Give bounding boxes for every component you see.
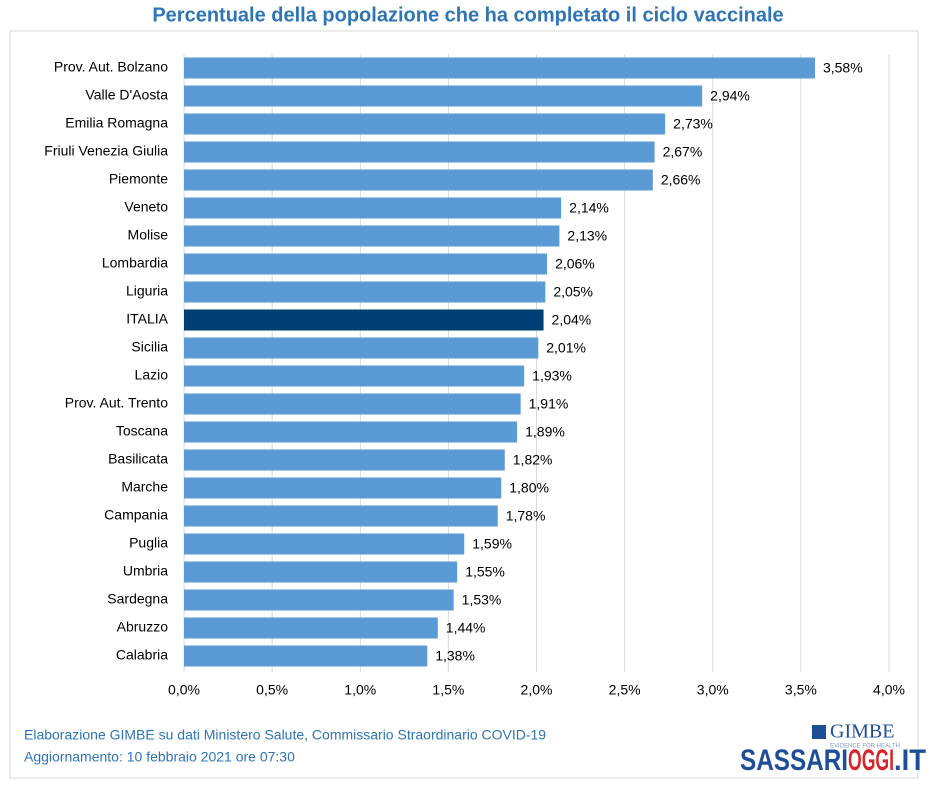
gimbe-tagline: EVIDENCE FOR HEALTH xyxy=(830,744,900,750)
value-label: 1,82% xyxy=(513,452,553,468)
bar xyxy=(184,561,458,583)
y-tick-label: Sardegna xyxy=(107,591,168,607)
x-tick-label: 1,0% xyxy=(344,682,376,698)
bar xyxy=(184,365,525,387)
value-label: 1,93% xyxy=(532,368,572,384)
y-tick-label: Veneto xyxy=(124,199,168,215)
y-tick-label: Emilia Romagna xyxy=(65,115,168,131)
bar xyxy=(184,169,653,191)
x-tick-label: 0,5% xyxy=(256,682,288,698)
y-tick-label: Prov. Aut. Trento xyxy=(65,395,168,411)
bar xyxy=(184,85,703,107)
bar xyxy=(184,197,562,219)
value-label: 2,67% xyxy=(663,144,703,160)
update-note: Aggiornamento: 10 febbraio 2021 ore 07:3… xyxy=(24,749,295,765)
x-tick-label: 3,0% xyxy=(697,682,729,698)
value-label: 1,78% xyxy=(506,508,546,524)
value-label: 2,66% xyxy=(661,172,701,188)
y-tick-label: Valle D'Aosta xyxy=(85,87,168,103)
x-tick-label: 2,0% xyxy=(521,682,553,698)
bar xyxy=(184,477,502,499)
y-tick-label: ITALIA xyxy=(126,311,168,327)
value-label: 1,53% xyxy=(462,592,502,608)
value-label: 3,58% xyxy=(823,60,863,76)
y-tick-label: Piemonte xyxy=(109,171,168,187)
x-tick-label: 0,0% xyxy=(168,682,200,698)
value-label: 2,05% xyxy=(553,284,593,300)
y-tick-label: Molise xyxy=(128,227,169,243)
site-logo-b: OGGI xyxy=(848,744,894,777)
value-label: 2,01% xyxy=(546,340,586,356)
source-note: Elaborazione GIMBE su dati Ministero Sal… xyxy=(24,727,546,743)
y-tick-label: Basilicata xyxy=(108,451,168,467)
y-tick-label: Prov. Aut. Bolzano xyxy=(54,59,168,75)
value-label: 1,38% xyxy=(435,648,475,664)
site-logo-a: SASSARI xyxy=(740,744,848,777)
value-label: 2,04% xyxy=(552,312,592,328)
bar xyxy=(184,645,428,667)
value-label: 1,59% xyxy=(472,536,512,552)
x-tick-label: 1,5% xyxy=(432,682,464,698)
y-tick-label: Lazio xyxy=(135,367,169,383)
y-tick-label: Campania xyxy=(104,507,168,523)
chart-title: Percentuale della popolazione che ha com… xyxy=(152,4,783,26)
bar xyxy=(184,225,560,247)
bar xyxy=(184,421,518,443)
bar xyxy=(184,505,498,527)
bar xyxy=(184,141,655,163)
y-tick-label: Liguria xyxy=(126,283,168,299)
value-label: 1,80% xyxy=(509,480,549,496)
bar xyxy=(184,337,539,359)
value-label: 2,06% xyxy=(555,256,595,272)
x-tick-label: 4,0% xyxy=(873,682,905,698)
y-tick-label: Puglia xyxy=(129,535,168,551)
y-tick-label: Calabria xyxy=(116,647,168,663)
y-tick-label: Marche xyxy=(121,479,168,495)
y-tick-label: Umbria xyxy=(123,563,168,579)
bar xyxy=(184,253,548,275)
bar xyxy=(184,57,815,79)
bar xyxy=(184,533,465,555)
value-label: 1,91% xyxy=(529,396,569,412)
y-tick-label: Sicilia xyxy=(131,339,168,355)
value-label: 1,44% xyxy=(446,620,486,636)
value-label: 2,14% xyxy=(569,200,609,216)
value-label: 1,55% xyxy=(465,564,505,580)
gimbe-icon xyxy=(812,725,826,739)
bar xyxy=(184,393,521,415)
y-tick-label: Lombardia xyxy=(102,255,168,271)
value-label: 2,13% xyxy=(567,228,607,244)
x-tick-label: 3,5% xyxy=(785,682,817,698)
value-label: 2,94% xyxy=(710,88,750,104)
y-tick-label: Abruzzo xyxy=(117,619,169,635)
y-tick-label: Friuli Venezia Giulia xyxy=(44,143,168,159)
site-logo-c: .IT xyxy=(894,744,926,777)
value-label: 1,89% xyxy=(525,424,565,440)
bar xyxy=(184,617,438,639)
value-label: 2,73% xyxy=(673,116,713,132)
bar xyxy=(184,589,454,611)
gimbe-logo: GIMBE xyxy=(830,721,894,743)
chart-frame xyxy=(9,30,919,779)
x-tick-label: 2,5% xyxy=(609,682,641,698)
y-tick-label: Toscana xyxy=(116,423,168,439)
bar xyxy=(184,309,544,331)
bar xyxy=(184,449,505,471)
bar xyxy=(184,281,546,303)
bar xyxy=(184,113,666,135)
